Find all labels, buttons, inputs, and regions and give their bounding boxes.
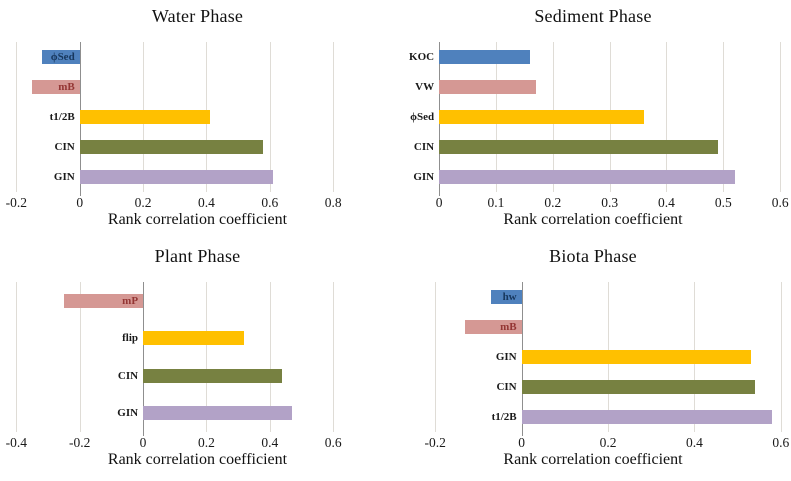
bar-flip — [143, 331, 245, 346]
bar-GIN — [79, 170, 273, 184]
chart-title: Water Phase — [151, 6, 244, 26]
x-tick-label: 0.2 — [544, 195, 562, 210]
x-tick-label: -0.2 — [69, 435, 91, 450]
x-tick-label: 0 — [518, 435, 525, 450]
category-label: CIN — [54, 141, 75, 153]
x-tick-label: 0.4 — [686, 435, 703, 450]
bar-mB — [465, 320, 522, 334]
bar-KOC — [439, 50, 531, 64]
category-label: t1/2B — [491, 411, 517, 423]
x-axis-label: Rank correlation coefficient — [107, 451, 288, 468]
category-label: mB — [58, 81, 75, 93]
x-tick-label: -0.4 — [5, 435, 28, 450]
bar-t1/2B — [521, 410, 773, 424]
x-tick-label: 0.3 — [601, 195, 619, 210]
category-label: KOC — [409, 51, 435, 63]
gridline — [269, 282, 271, 432]
category-label: CIN — [117, 369, 139, 382]
gridline — [16, 282, 18, 432]
x-axis-ticks: 0 0.1 0.2 0.3 0.4 0.5 0.6 — [405, 195, 789, 211]
x-tick-label: 0.5 — [714, 195, 732, 210]
bar-mB — [32, 80, 80, 94]
chart-panel-water-phase: Water Phase ϕSed mB t1/2B CIN GIN -0.2 0 0.2 0.… — [0, 0, 395, 240]
category-label: hw — [502, 291, 517, 303]
chart-panel-plant-phase: Plant Phase mP flip CIN GIN -0.4 -0.2 0 0.2 0.4… — [0, 240, 395, 481]
bar-GIN — [143, 406, 292, 421]
gridline — [666, 42, 668, 192]
bar-VW — [439, 80, 536, 94]
gridline — [79, 282, 81, 432]
gridline — [780, 42, 782, 192]
gridline — [333, 282, 335, 432]
x-tick-label: 0.6 — [261, 195, 279, 210]
x-tick-label: 0.8 — [324, 195, 342, 210]
category-label: mP — [122, 294, 139, 307]
gridline — [206, 282, 208, 432]
category-label: GIN — [495, 351, 517, 363]
gridline — [723, 42, 725, 192]
category-label: GIN — [117, 407, 139, 420]
category-label: ϕSed — [410, 111, 435, 123]
bar-mP — [63, 293, 144, 308]
bar-GIN — [439, 170, 735, 184]
x-axis-ticks: -0.2 0 0.2 0.4 0.6 0.8 — [6, 195, 387, 211]
category-label: CIN — [496, 381, 517, 393]
x-tick-label: 0 — [435, 195, 443, 210]
bar-hw — [491, 290, 522, 304]
x-tick-label: 0.2 — [197, 435, 215, 450]
x-axis-ticks: -0.4 -0.2 0 0.2 0.4 0.6 — [6, 435, 387, 451]
x-tick-label: 0.1 — [487, 195, 505, 210]
category-label: flip — [122, 332, 139, 345]
category-label: ϕSed — [50, 51, 75, 63]
x-tick-label: 0.4 — [261, 435, 279, 450]
category-label: VW — [415, 81, 435, 93]
chart-title: Biota Phase — [549, 246, 637, 266]
gridline — [269, 42, 271, 192]
bar-CIN — [439, 140, 718, 154]
chart-panel-biota-phase: Biota Phase hw mB GIN CIN t1/2B -0.2 0 0.2 0.4 0… — [395, 240, 791, 481]
x-axis-ticks: -0.2 0 0.2 0.4 0.6 — [405, 435, 790, 451]
plot-area: KOC VW ϕSed CIN GIN — [405, 42, 783, 196]
category-label: t1/2B — [49, 111, 75, 123]
bar-CIN — [143, 368, 283, 383]
plot-area: ϕSed mB t1/2B CIN GIN — [10, 42, 387, 196]
chart-title: Plant Phase — [154, 246, 241, 266]
x-tick-label: 0.6 — [771, 195, 789, 210]
x-tick-label: 0 — [76, 195, 84, 210]
bar-ϕSed — [439, 110, 644, 124]
x-axis-label: Rank correlation coefficient — [503, 211, 683, 228]
bar-CIN — [79, 140, 264, 154]
x-tick-label: 0.4 — [197, 195, 215, 210]
category-label: GIN — [53, 171, 75, 183]
x-tick-label: -0.2 — [5, 195, 28, 210]
gridline — [333, 42, 335, 192]
x-axis-label: Rank correlation coefficient — [107, 211, 288, 228]
chart-panel-sediment-phase: Sediment Phase KOC VW ϕSed CIN GIN 0 0.1 0.2 0.… — [395, 0, 791, 240]
gridline — [16, 42, 18, 192]
chart-title: Sediment Phase — [534, 6, 652, 26]
x-axis-label: Rank correlation coefficient — [503, 451, 683, 468]
zero-axis-line — [143, 282, 145, 436]
x-tick-label: 0 — [139, 435, 147, 450]
x-tick-label: 0.6 — [324, 435, 342, 450]
bar-GIN — [521, 350, 751, 364]
x-tick-label: -0.2 — [424, 435, 446, 450]
x-tick-label: 0.2 — [134, 195, 152, 210]
bar-t1/2B — [79, 110, 210, 124]
bar-CIN — [521, 380, 755, 394]
gridline — [780, 282, 782, 432]
category-label: GIN — [413, 171, 435, 183]
x-tick-label: 0.2 — [599, 435, 617, 450]
category-label: CIN — [413, 141, 435, 153]
x-tick-label: 0.6 — [772, 435, 790, 450]
plot-area: hw mB GIN CIN t1/2B — [405, 282, 783, 436]
category-label: mB — [500, 321, 517, 333]
plot-area: mP flip CIN GIN — [10, 282, 387, 436]
gridline — [435, 282, 437, 432]
bar-ϕSed — [41, 50, 80, 64]
x-tick-label: 0.4 — [658, 195, 675, 210]
